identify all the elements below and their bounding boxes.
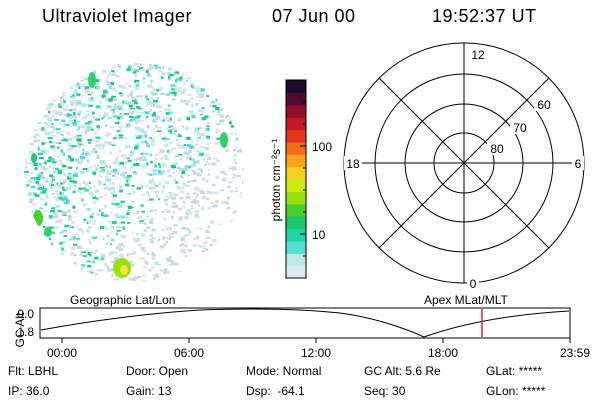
x-tick-1800: 18:00: [428, 346, 458, 360]
colorbar-segment: [286, 92, 306, 106]
colorbar-segment: [286, 216, 306, 230]
timeline-left-title: Geographic Lat/Lon: [70, 293, 175, 307]
x-tick-0000: 00:00: [47, 346, 77, 360]
timeline-frame: [39, 307, 571, 339]
seq-info: Seq: 30: [364, 384, 406, 398]
gain-info: Gain: 13: [126, 384, 172, 398]
mlt-label-18: 18: [346, 157, 360, 171]
colorbar-tick-100: 100: [312, 140, 332, 154]
colorbar-segment: [286, 203, 306, 217]
colorbar-unit-label: photon cm⁻²s⁻¹: [269, 139, 283, 222]
colorbar-segment: [286, 141, 306, 155]
colorbar: [286, 80, 306, 279]
door-info: Door: Open: [126, 364, 189, 378]
colorbar-segment: [286, 129, 306, 143]
x-tick-1200: 12:00: [301, 346, 331, 360]
mode-info: Mode: Normal: [246, 364, 322, 378]
x-tick-0600: 06:00: [174, 346, 204, 360]
y-tick-1-8: 1.8: [17, 325, 34, 339]
polar-diagonal-2: [378, 77, 550, 249]
colorbar-segment: [286, 179, 306, 192]
glat-info: GLat: *****: [486, 364, 543, 378]
title: Ultraviolet Imager: [42, 6, 193, 26]
uv-image-pixels: [24, 62, 244, 282]
mlt-label-0: 0: [470, 277, 477, 291]
x-tick-2359: 23:59: [560, 346, 590, 360]
colorbar-segment: [286, 80, 306, 93]
colorbar-segment: [286, 228, 306, 242]
colorbar-segment: [286, 253, 306, 267]
timeline-axis-label: GC Alt: [13, 312, 27, 347]
date-label: 07 Jun 00: [272, 6, 356, 26]
mlt-label-12: 12: [471, 48, 485, 62]
ring-label-70: 70: [513, 121, 527, 135]
colorbar-segment: [286, 166, 306, 180]
filter-info: Flt: LBHL: [8, 364, 59, 378]
y-tick-9: 9.0: [17, 307, 34, 321]
colorbar-segment: [286, 240, 306, 254]
glon-info: GLon: *****: [486, 384, 546, 398]
colorbar-segment: [286, 265, 306, 279]
ip-info: IP: 36.0: [8, 384, 50, 398]
gc-alt-info: GC Alt: 5.6 Re: [364, 364, 441, 378]
colorbar-segment: [286, 191, 306, 205]
altitude-curve: [40, 308, 570, 338]
ring-label-60: 60: [537, 98, 551, 112]
timeline-right-title: Apex MLat/MLT: [424, 293, 508, 307]
mlt-label-6: 6: [575, 157, 582, 171]
time-label: 19:52:37 UT: [432, 6, 537, 26]
colorbar-segment: [286, 154, 306, 168]
colorbar-tick-10: 10: [312, 228, 326, 242]
colorbar-segment: [286, 104, 306, 118]
ring-label-80: 80: [490, 142, 504, 156]
dsp-info: Dsp: -64.1: [246, 384, 305, 398]
colorbar-segment: [286, 117, 306, 131]
